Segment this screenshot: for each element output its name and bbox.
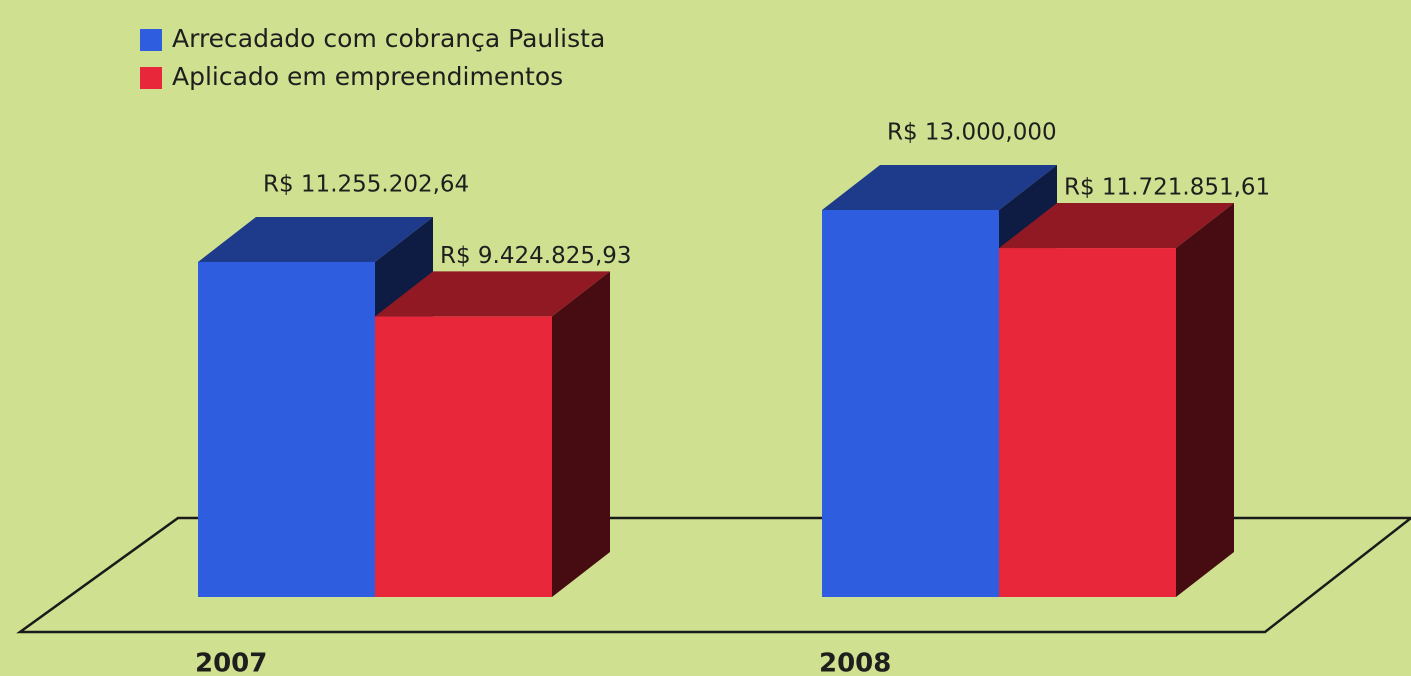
category-label: 2008 (819, 649, 891, 676)
legend-label: Aplicado em empreendimentos (172, 62, 563, 91)
bar (375, 316, 552, 597)
bar (999, 248, 1176, 597)
category-label: 2007 (195, 649, 267, 676)
value-label: R$ 9.424.825,93 (440, 243, 632, 269)
value-label: R$ 11.721.851,61 (1064, 175, 1270, 201)
bar-top (822, 165, 1057, 210)
legend-swatch (140, 29, 162, 51)
bar (198, 261, 375, 597)
legend-label: Arrecadado com cobrança Paulista (172, 24, 605, 53)
value-label: R$ 13.000,000 (887, 120, 1057, 146)
bar-top (198, 216, 433, 262)
floor (16, 516, 1411, 634)
bar (822, 210, 999, 597)
bar-side (1176, 203, 1234, 597)
value-label: R$ 11.255.202,64 (263, 171, 469, 197)
bar-top (375, 271, 610, 317)
bar-top (999, 203, 1234, 249)
legend-swatch (140, 67, 162, 89)
bar-side (552, 271, 610, 597)
